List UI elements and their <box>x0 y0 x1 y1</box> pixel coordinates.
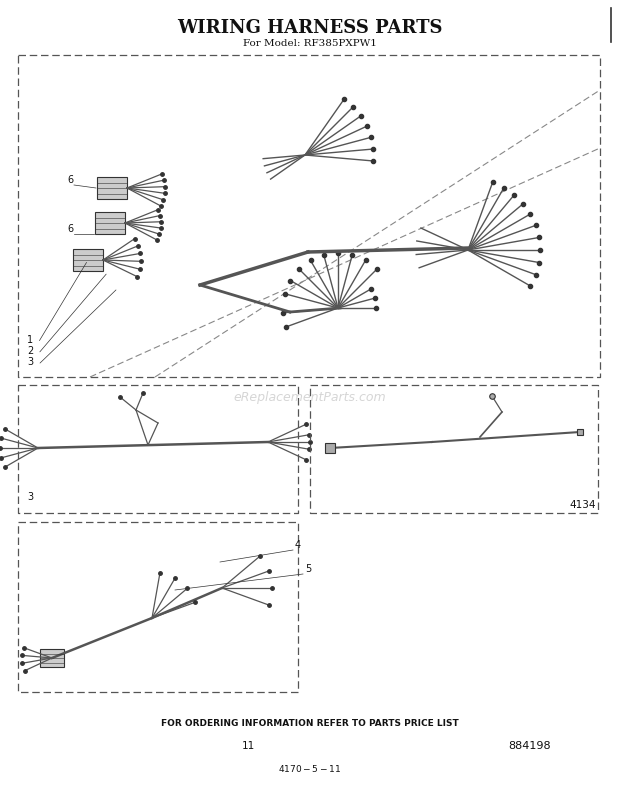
Text: 5: 5 <box>305 564 311 574</box>
Text: 884198: 884198 <box>508 741 551 751</box>
FancyBboxPatch shape <box>95 212 125 234</box>
FancyBboxPatch shape <box>73 249 103 271</box>
FancyBboxPatch shape <box>40 649 64 667</box>
Text: For Model: RF385PXPW1: For Model: RF385PXPW1 <box>243 39 377 49</box>
Text: 3: 3 <box>27 492 33 502</box>
Text: 4: 4 <box>295 540 301 550</box>
Text: 1: 1 <box>27 335 33 345</box>
Text: 2: 2 <box>27 346 33 356</box>
Text: WIRING HARNESS PARTS: WIRING HARNESS PARTS <box>177 19 443 37</box>
FancyBboxPatch shape <box>97 177 127 199</box>
Text: 6: 6 <box>67 224 73 234</box>
Text: 6: 6 <box>67 175 73 185</box>
Text: $\it{4170-5-11}$: $\it{4170-5-11}$ <box>278 762 342 773</box>
Text: FOR ORDERING INFORMATION REFER TO PARTS PRICE LIST: FOR ORDERING INFORMATION REFER TO PARTS … <box>161 719 459 729</box>
Text: 3: 3 <box>27 357 33 367</box>
Text: 11: 11 <box>241 741 255 751</box>
Text: eReplacementParts.com: eReplacementParts.com <box>234 391 386 405</box>
Text: 4134: 4134 <box>570 500 596 510</box>
